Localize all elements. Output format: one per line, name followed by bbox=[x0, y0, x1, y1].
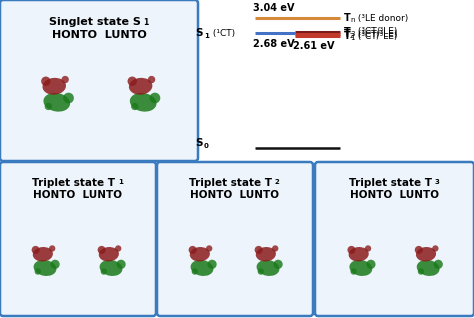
Circle shape bbox=[98, 246, 106, 254]
Circle shape bbox=[50, 260, 60, 269]
Text: T: T bbox=[344, 13, 351, 23]
Circle shape bbox=[62, 76, 69, 83]
Text: HONTO  LUNTO: HONTO LUNTO bbox=[191, 190, 280, 200]
Ellipse shape bbox=[129, 78, 152, 95]
FancyBboxPatch shape bbox=[315, 162, 474, 316]
Text: (¹CT): (¹CT) bbox=[210, 29, 235, 38]
Circle shape bbox=[273, 260, 283, 269]
Text: S: S bbox=[195, 138, 203, 148]
Text: 2: 2 bbox=[275, 179, 280, 185]
Circle shape bbox=[347, 246, 356, 254]
Circle shape bbox=[32, 246, 40, 254]
Circle shape bbox=[49, 245, 55, 252]
Ellipse shape bbox=[33, 247, 53, 261]
Circle shape bbox=[258, 268, 264, 275]
Text: T: T bbox=[344, 27, 351, 37]
Text: 3.04 eV: 3.04 eV bbox=[253, 3, 294, 13]
Text: S: S bbox=[195, 28, 203, 38]
Text: HONTO  LUNTO: HONTO LUNTO bbox=[52, 30, 146, 40]
FancyBboxPatch shape bbox=[0, 162, 156, 316]
Text: 1: 1 bbox=[118, 179, 123, 185]
Circle shape bbox=[365, 245, 371, 252]
Circle shape bbox=[45, 103, 52, 110]
Text: Triplet state T: Triplet state T bbox=[33, 178, 116, 188]
Text: 1: 1 bbox=[204, 33, 209, 39]
Circle shape bbox=[350, 268, 357, 275]
Ellipse shape bbox=[44, 93, 70, 112]
Text: (³CT/³LE): (³CT/³LE) bbox=[355, 32, 397, 41]
Text: (³CT/³LE): (³CT/³LE) bbox=[355, 27, 397, 36]
Circle shape bbox=[41, 77, 51, 86]
Circle shape bbox=[128, 77, 137, 86]
Circle shape bbox=[131, 103, 138, 110]
Circle shape bbox=[189, 246, 197, 254]
Text: Triplet state T: Triplet state T bbox=[349, 178, 432, 188]
Ellipse shape bbox=[256, 247, 276, 261]
Ellipse shape bbox=[416, 247, 436, 261]
Circle shape bbox=[206, 245, 212, 252]
Text: 3: 3 bbox=[350, 31, 355, 37]
Text: T: T bbox=[344, 30, 351, 39]
Text: 1: 1 bbox=[143, 18, 148, 27]
Circle shape bbox=[149, 93, 160, 103]
Text: (³CT/³LE): (³CT/³LE) bbox=[355, 30, 397, 39]
Circle shape bbox=[255, 246, 263, 254]
Circle shape bbox=[148, 76, 155, 83]
Ellipse shape bbox=[100, 260, 122, 276]
Text: Singlet state S: Singlet state S bbox=[49, 17, 141, 27]
Circle shape bbox=[100, 268, 107, 275]
Text: 1: 1 bbox=[350, 35, 355, 41]
Text: n: n bbox=[350, 17, 355, 23]
Text: 2: 2 bbox=[350, 33, 355, 39]
Text: T: T bbox=[344, 31, 351, 41]
Ellipse shape bbox=[349, 260, 372, 276]
Circle shape bbox=[432, 245, 438, 252]
Ellipse shape bbox=[34, 260, 56, 276]
Circle shape bbox=[115, 245, 121, 252]
Text: 3: 3 bbox=[435, 179, 439, 185]
Text: 0: 0 bbox=[204, 143, 209, 149]
Circle shape bbox=[366, 260, 375, 269]
Circle shape bbox=[35, 268, 41, 275]
Ellipse shape bbox=[130, 93, 156, 112]
FancyBboxPatch shape bbox=[157, 162, 313, 316]
Circle shape bbox=[117, 260, 126, 269]
Circle shape bbox=[434, 260, 443, 269]
Text: HONTO  LUNTO: HONTO LUNTO bbox=[350, 190, 439, 200]
FancyBboxPatch shape bbox=[0, 0, 198, 161]
Ellipse shape bbox=[417, 260, 439, 276]
Ellipse shape bbox=[191, 260, 213, 276]
Circle shape bbox=[272, 245, 278, 252]
Text: 2.68 eV: 2.68 eV bbox=[253, 39, 295, 49]
Text: (³LE donor): (³LE donor) bbox=[355, 13, 408, 23]
Circle shape bbox=[418, 268, 424, 275]
Ellipse shape bbox=[99, 247, 119, 261]
Ellipse shape bbox=[190, 247, 210, 261]
Circle shape bbox=[191, 268, 198, 275]
Text: 2.61 eV: 2.61 eV bbox=[293, 41, 335, 52]
Circle shape bbox=[415, 246, 423, 254]
Text: HONTO  LUNTO: HONTO LUNTO bbox=[34, 190, 122, 200]
Text: Triplet state T: Triplet state T bbox=[190, 178, 273, 188]
Ellipse shape bbox=[348, 247, 369, 261]
Circle shape bbox=[63, 93, 74, 103]
Ellipse shape bbox=[43, 78, 66, 95]
Circle shape bbox=[208, 260, 217, 269]
Ellipse shape bbox=[256, 260, 280, 276]
